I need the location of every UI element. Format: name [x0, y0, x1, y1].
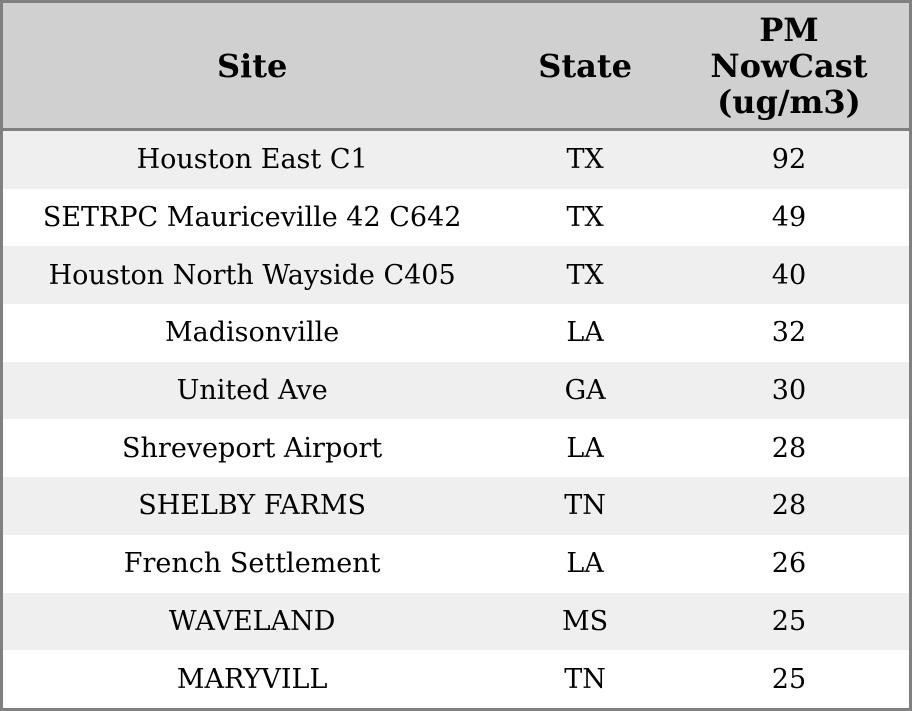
pm-nowcast-value-cell: 28: [771, 432, 807, 464]
pm-nowcast-value-cell: 25: [771, 605, 807, 637]
site-cell: WAVELAND: [168, 605, 336, 637]
table-row: United Ave GA 30: [3, 361, 909, 420]
site-cell: MARYVILL: [176, 663, 328, 695]
state-cell: GA: [564, 375, 606, 407]
table-row: Shreveport Airport LA 28: [3, 419, 909, 478]
pm-nowcast-value-cell: 30: [771, 375, 807, 407]
table-row: WAVELAND MS 25: [3, 592, 909, 651]
site-cell: SHELBY FARMS: [138, 490, 367, 522]
site-cell: Shreveport Airport: [122, 432, 383, 464]
table-body: Houston East C1 TX 92 SETRPC Mauricevill…: [3, 129, 909, 708]
table-row: Houston North Wayside C405 TX 40: [3, 246, 909, 305]
table-row: Houston East C1 TX 92: [3, 129, 909, 189]
pm-nowcast-value-cell: 92: [771, 144, 807, 176]
table-row: Madisonville LA 32: [3, 304, 909, 362]
site-data-table: Site State PM NowCast (ug/m3) Houston Ea…: [3, 3, 909, 708]
state-cell: MS: [562, 605, 609, 637]
state-cell: TN: [564, 490, 606, 522]
site-cell: French Settlement: [123, 548, 381, 580]
table-row: French Settlement LA 26: [3, 534, 909, 593]
pm-nowcast-value-cell: 49: [771, 202, 807, 234]
table-row: SHELBY FARMS TN 28: [3, 477, 909, 535]
pm-nowcast-value-cell: 26: [771, 548, 807, 580]
site-cell: SETRPC Mauriceville 42 C642: [42, 202, 462, 234]
site-cell: Madisonville: [164, 317, 340, 349]
pm-nowcast-value-cell: 25: [771, 663, 807, 695]
column-header-pm-nowcast: PM NowCast (ug/m3): [668, 3, 909, 131]
state-cell: LA: [566, 317, 604, 349]
state-cell: LA: [566, 548, 604, 580]
state-cell: TX: [566, 259, 604, 291]
pm-nowcast-value-cell: 40: [771, 259, 807, 291]
column-header-site: Site: [3, 3, 502, 131]
column-header-state: State: [501, 3, 669, 131]
state-cell: TX: [566, 202, 604, 234]
state-cell: LA: [566, 432, 604, 464]
state-cell: TX: [566, 144, 604, 176]
site-cell: Houston North Wayside C405: [48, 259, 456, 291]
site-cell: Houston East C1: [136, 144, 368, 176]
header-row: Site State PM NowCast (ug/m3): [3, 3, 909, 131]
table-row: MARYVILL TN 25: [3, 650, 909, 708]
pm-nowcast-value-cell: 32: [771, 317, 807, 349]
table-row: SETRPC Mauriceville 42 C642 TX 49: [3, 188, 909, 247]
pm-nowcast-value-cell: 28: [771, 490, 807, 522]
state-cell: TN: [564, 663, 606, 695]
site-cell: United Ave: [176, 375, 328, 407]
